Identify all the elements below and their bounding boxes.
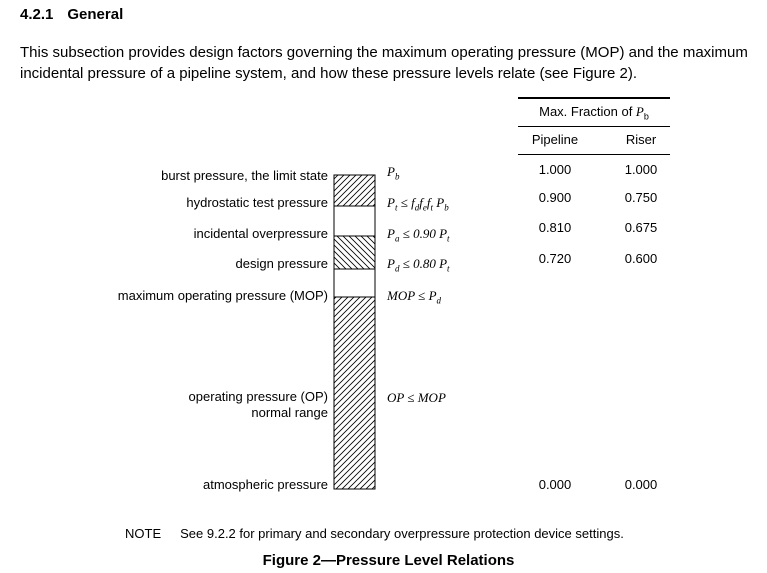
label-mop: maximum operating pressure (MOP) <box>117 288 328 303</box>
formula-op: OP ≤ MOP <box>387 390 446 405</box>
section-number: 4.2.1 <box>20 6 54 23</box>
table-mid-rule <box>518 126 670 127</box>
label-burst-pressure: burst pressure, the limit state <box>161 168 328 183</box>
table-col-pipeline: Pipeline <box>531 132 579 147</box>
formula-mop: MOP ≤ Pd <box>387 288 442 306</box>
table-cell: 0.675 <box>624 220 658 235</box>
bar-segment-test-to-incidental <box>333 205 376 237</box>
section-title: General <box>67 6 124 23</box>
intro-line-1: This subsection provides design factors … <box>20 44 748 61</box>
bar-segment-incidental-to-design <box>333 235 376 270</box>
table-cell: 0.600 <box>624 251 658 266</box>
figure-note: NOTE See 9.2.2 for primary and secondary … <box>125 526 624 541</box>
note-text: See 9.2.2 for primary and secondary over… <box>180 526 624 541</box>
table-cell: 0.000 <box>538 477 572 492</box>
label-design-pressure: design pressure <box>235 256 329 271</box>
label-hydrostatic-test-pressure: hydrostatic test pressure <box>186 195 328 210</box>
formula-pt: Pt ≤ fdfeft Pb <box>387 195 449 213</box>
pressure-bar-diagram <box>333 174 376 490</box>
table-col-riser: Riser <box>625 132 657 147</box>
table-cell: 0.750 <box>624 190 658 205</box>
intro-line-2: incidental pressure of a pipeline system… <box>20 65 637 82</box>
table-cell: 1.000 <box>624 162 658 177</box>
formula-pd: Pd ≤ 0.80 Pt <box>387 256 450 274</box>
bar-segment-design-to-mop <box>333 268 376 298</box>
section-heading: 4.2.1 General <box>20 6 123 23</box>
table-top-rule <box>518 97 670 99</box>
table-cell: 0.810 <box>538 220 572 235</box>
figure-caption: Figure 2—Pressure Level Relations <box>262 552 515 569</box>
label-incidental-overpressure: incidental overpressure <box>193 226 328 241</box>
label-atmospheric-pressure: atmospheric pressure <box>203 477 328 492</box>
table-header: Max. Fraction of Pb <box>539 104 649 122</box>
formula-pb: Pb <box>387 164 400 182</box>
label-op-line-1: operating pressure (OP) <box>188 389 328 404</box>
label-op-line-2: normal range <box>251 405 328 420</box>
table-cell: 1.000 <box>538 162 572 177</box>
bar-segment-burst-to-test <box>333 174 376 207</box>
intro-paragraph: This subsection provides design factors … <box>20 42 748 84</box>
label-operating-pressure: operating pressure (OP) normal range <box>189 389 328 421</box>
table-header-bottom-rule <box>518 154 670 155</box>
bar-segment-operating-range <box>333 296 376 490</box>
table-cell: 0.720 <box>538 251 572 266</box>
table-cell: 0.900 <box>538 190 572 205</box>
note-label: NOTE <box>125 526 162 541</box>
formula-pa: Pa ≤ 0.90 Pt <box>387 226 450 244</box>
table-cell: 0.000 <box>624 477 658 492</box>
